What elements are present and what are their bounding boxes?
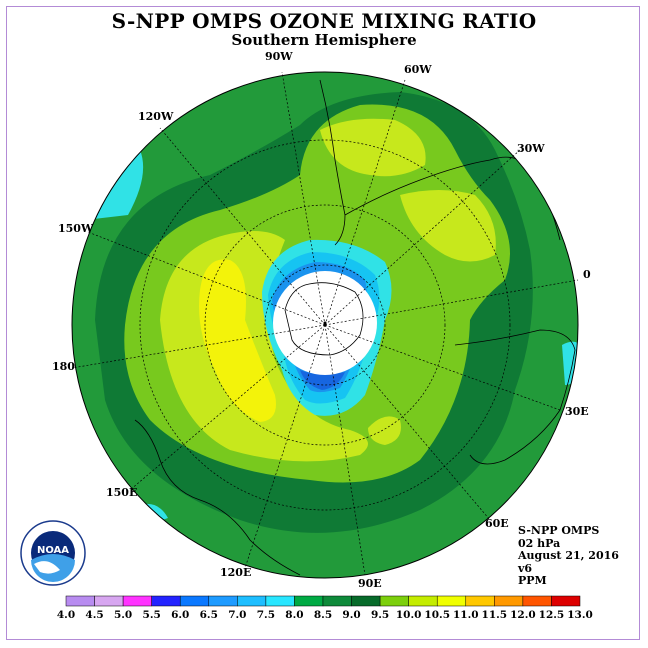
colorbar-swatch — [379, 595, 409, 607]
lon-label-150w: 150W — [58, 222, 94, 235]
colorbar-swatch — [551, 595, 581, 607]
meridian-150w — [87, 231, 326, 326]
ozone-band-10-0 — [199, 259, 276, 422]
lon-label-90e: 90E — [358, 577, 382, 590]
lon-label-0: 0 — [583, 268, 591, 281]
lon-label-120e: 120E — [220, 566, 252, 579]
australia-coastline — [134, 419, 301, 576]
meridian-60w — [324, 79, 406, 326]
colorbar-tick-label: 10.5 — [424, 609, 450, 621]
meridian-30e — [324, 324, 561, 411]
colorbar-swatch — [265, 595, 295, 607]
lon-label-150e: 150E — [106, 486, 138, 499]
latitude-circle-middle — [204, 204, 446, 446]
meridian-180 — [71, 324, 326, 369]
colorbar-tick-label: 12.5 — [538, 609, 565, 621]
noaa-logo: NOAA — [20, 520, 86, 586]
colorbar-swatch — [351, 595, 381, 607]
ozone-band-9-5-north — [320, 118, 426, 177]
info-instrument: S-NPP OMPS — [518, 524, 600, 537]
colorbar-tick-label: 13.0 — [567, 609, 593, 621]
colorbar-tick-label: 6.5 — [199, 609, 218, 621]
info-version: v6 — [518, 561, 533, 575]
colorbar-swatch — [436, 595, 467, 607]
colorbar — [65, 595, 581, 607]
noaa-logo-text: NOAA — [37, 545, 69, 556]
meridian-90w — [281, 71, 326, 326]
colorbar-tick-label: 9.5 — [370, 609, 390, 621]
meridian-60e — [324, 324, 491, 521]
lon-label-120w: 120W — [138, 110, 174, 123]
colorbar-swatch — [465, 595, 495, 607]
colorbar-swatch — [94, 595, 124, 607]
map-boundary — [71, 71, 579, 579]
map-title: S-NPP OMPS OZONE MIXING RATIO — [111, 9, 537, 33]
colorbar-swatch — [522, 595, 552, 607]
lon-label-30w: 30W — [517, 142, 545, 155]
info-date: August 21, 2016 — [518, 549, 619, 562]
lon-label-60e: 60E — [485, 517, 509, 530]
info-block: S-NPP OMPS 02 hPa August 21, 2016 v6 PPM — [518, 524, 619, 588]
lon-label-180: 180 — [52, 360, 75, 373]
colorbar-swatch — [494, 595, 524, 607]
colorbar-swatch — [237, 595, 267, 607]
lon-label-90w: 90W — [265, 50, 293, 63]
colorbar-tick-label: 5.0 — [113, 609, 133, 621]
colorbar-tick-label: 4.0 — [56, 609, 76, 621]
africa-coastline — [454, 329, 576, 465]
colorbar-tick-label: 11.0 — [452, 609, 479, 621]
antarctica-coastline — [284, 282, 364, 356]
colorbar-tick-label: 12.0 — [510, 609, 536, 621]
meridian-150e — [129, 324, 326, 491]
colorbar-swatch — [408, 595, 438, 607]
colorbar-tick-label: 7.0 — [228, 609, 247, 621]
colorbar-swatch — [179, 595, 210, 607]
colorbar-swatch — [322, 595, 352, 607]
figure-frame — [6, 6, 640, 640]
lon-label-60w: 60W — [404, 63, 432, 76]
colorbar-swatch — [208, 595, 238, 607]
colorbar-tick-label: 8.5 — [313, 609, 333, 621]
colorbar-tick-label: 10.0 — [395, 609, 422, 621]
ozone-patch-cyan-east — [562, 341, 578, 385]
ozone-band-9-5-ne — [400, 190, 496, 262]
colorbar-swatch — [122, 595, 152, 607]
latitude-circle-inner — [264, 264, 386, 386]
map-subtitle: Southern Hemisphere — [231, 31, 417, 49]
latitude-circle-outer — [139, 139, 511, 511]
meridian-0 — [324, 279, 579, 326]
colorbar-tick-label: 8.0 — [285, 609, 304, 621]
lon-label-30e: 30E — [565, 405, 589, 418]
info-units: PPM — [518, 574, 547, 587]
colorbar-tick-label: 11.5 — [481, 609, 508, 621]
colorbar-swatch — [294, 595, 324, 607]
colorbar-swatch — [151, 595, 181, 607]
info-level: 02 hPa — [518, 536, 561, 550]
colorbar-tick-label: 7.5 — [256, 609, 276, 621]
colorbar-tick-label: 6.0 — [171, 609, 190, 621]
south-pole-marker — [323, 321, 327, 325]
colorbar-tick-label: 5.5 — [142, 609, 161, 621]
meridian-120w — [159, 127, 326, 326]
ozone-band-9-5-se — [368, 416, 401, 445]
ozone-band-6-0 — [300, 370, 345, 390]
colorbar-tick-label: 9.0 — [342, 609, 361, 621]
colorbar-tick-label: 4.5 — [85, 609, 104, 621]
graticule — [71, 71, 579, 576]
meridian-120e — [244, 324, 326, 569]
colorbar-swatch — [65, 595, 95, 607]
